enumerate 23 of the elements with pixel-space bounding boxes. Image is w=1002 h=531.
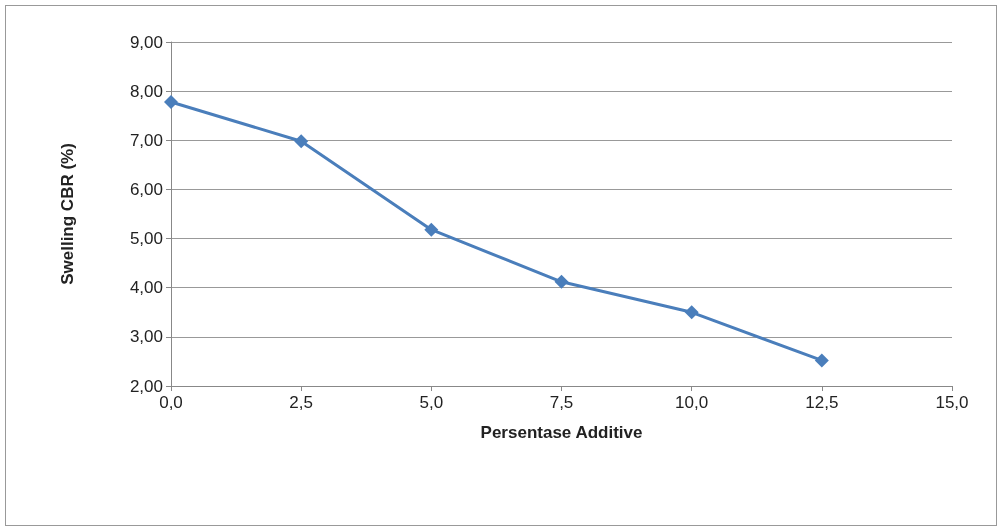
point xyxy=(814,353,829,368)
x-tick-label: 12,5 xyxy=(805,393,839,412)
point xyxy=(294,134,309,149)
point xyxy=(424,222,439,237)
point xyxy=(164,94,178,109)
point xyxy=(554,274,569,289)
y-tick-label: 5,00 xyxy=(129,229,163,249)
y-tick-label: 2,00 xyxy=(129,376,163,396)
y-tick-label: 4,00 xyxy=(129,278,163,298)
x-tick-label: 15,0 xyxy=(935,393,969,412)
y-tick-label: 8,00 xyxy=(129,81,163,101)
x-tick-label: 2,5 xyxy=(289,393,313,412)
x-tick-label: 7,5 xyxy=(549,393,574,412)
x-tick-label: 0,0 xyxy=(159,393,183,412)
y-axis-title: Swelling CBR (%) xyxy=(58,143,77,285)
y-tick-label: 9,00 xyxy=(129,32,163,52)
y-tick-label: 7,00 xyxy=(129,130,163,150)
point xyxy=(684,305,699,320)
y-tick-label: 6,00 xyxy=(129,179,163,199)
y-tick-label: 3,00 xyxy=(129,327,163,347)
x-tick-label: 5,0 xyxy=(419,393,444,412)
x-axis-title: Persentase Additive xyxy=(480,423,643,442)
x-tick-label: 10,0 xyxy=(675,393,709,412)
